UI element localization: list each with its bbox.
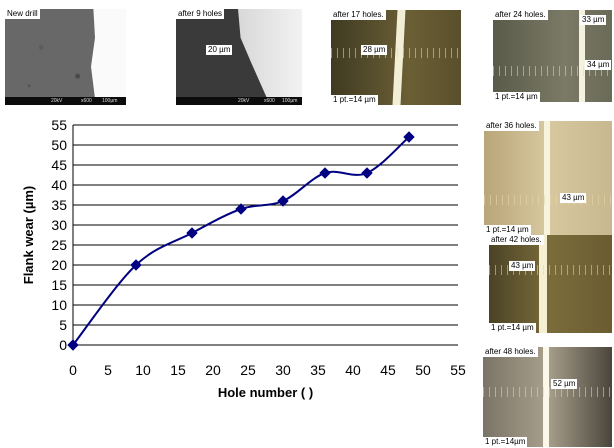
drill-edge — [579, 10, 585, 102]
x-tick-label: 20 — [205, 362, 221, 378]
y-tick-label: 30 — [51, 217, 67, 233]
y-tick-label: 25 — [51, 237, 67, 253]
wear-measurement-1: 33 µm — [580, 15, 607, 25]
series-layer — [67, 131, 415, 351]
y-axis-label: Flank wear (µm) — [21, 186, 36, 285]
axes — [72, 125, 458, 346]
drill-edge — [238, 9, 302, 105]
x-tick-label: 35 — [310, 362, 326, 378]
x-tick-label: 30 — [275, 362, 291, 378]
measurement-ruler — [489, 265, 612, 275]
wear-measurement: 28 µm — [361, 45, 388, 55]
x-tick-label: 0 — [69, 362, 77, 378]
micrograph-caption: after 48 holes. — [483, 347, 538, 357]
drill-edge — [543, 347, 549, 447]
series-line — [72, 136, 410, 346]
micrograph-42-holes: after 42 holes. 43 µm 1 pt.=14 µm — [489, 235, 612, 333]
x-tick-label: 15 — [170, 362, 186, 378]
measurement-ruler — [484, 195, 612, 205]
grid-lines — [73, 124, 458, 326]
x-axis-label: Hole number ( ) — [218, 385, 313, 400]
wear-measurement: 43 µm — [509, 261, 536, 271]
sem-kv: 20kV — [51, 98, 63, 104]
y-tick-label: 45 — [51, 157, 67, 173]
scale-note: 1 pt.=14 µm — [331, 95, 378, 105]
scale-note: 1 pt.=14 µm — [493, 92, 540, 102]
data-point — [319, 167, 331, 179]
data-point — [235, 203, 247, 215]
x-tick-label: 5 — [104, 362, 112, 378]
data-point — [186, 227, 198, 239]
flank-wear-chart: 0 5 10 15 20 25 30 35 40 45 50 55 0 5 10 15 20 25 30 35 40 45… — [21, 117, 466, 400]
data-point — [361, 167, 373, 179]
scale-note: 1 pt.=14µm — [483, 437, 528, 447]
data-point — [130, 259, 142, 271]
y-tick-label: 40 — [51, 177, 67, 193]
micrograph-48-holes: after 48 holes. 52 µm 1 pt.=14µm — [483, 347, 612, 447]
sem-mag: x600 — [264, 98, 275, 104]
y-tick-label: 0 — [59, 337, 67, 353]
wear-measurement: 20 µm — [206, 45, 233, 55]
drill-edge — [544, 121, 550, 235]
micrograph-caption: after 24 holes. — [493, 10, 548, 20]
micrograph-caption: after 36 holes. — [484, 121, 539, 131]
x-tick-label: 45 — [380, 362, 396, 378]
tick-labels: 0 5 10 15 20 25 30 35 40 45 50 55 0 5 10 15 20 25 30 35 40 45… — [51, 117, 466, 378]
measurement-ruler — [483, 387, 612, 397]
sem-scale: 100µm — [282, 98, 298, 104]
sem-scale: 100µm — [102, 98, 118, 104]
wear-measurement: 52 µm — [551, 379, 578, 389]
data-point — [277, 195, 289, 207]
y-tick-label: 5 — [59, 317, 67, 333]
wear-measurement: 43 µm — [560, 193, 587, 203]
micrograph-caption: New drill — [5, 9, 40, 19]
y-tick-label: 35 — [51, 197, 67, 213]
y-tick-label: 55 — [51, 117, 67, 133]
micrograph-caption: after 42 holes. — [489, 235, 544, 245]
scale-note: 1 pt.=14 µm — [489, 323, 536, 333]
measurement-ruler — [331, 48, 461, 58]
x-tick-label: 10 — [135, 362, 151, 378]
drill-edge — [91, 9, 126, 105]
sem-scale-bar: 20kV x600 100µm — [5, 97, 126, 105]
data-point — [403, 131, 415, 143]
sem-kv: 20kV — [238, 98, 250, 104]
x-tick-label: 40 — [345, 362, 361, 378]
sem-scale-bar: 20kV x600 100µm — [176, 97, 302, 105]
drill-edge — [539, 235, 547, 333]
micrograph-17-holes: after 17 holes. 28 µm 1 pt.=14 µm — [331, 10, 461, 105]
micrograph-caption: after 9 holes — [176, 9, 225, 19]
scale-note: 1 pt.=14 µm — [484, 225, 531, 235]
y-tick-label: 20 — [51, 257, 67, 273]
x-tick-label: 55 — [450, 362, 466, 378]
measurement-ruler — [493, 66, 612, 76]
data-point — [67, 339, 79, 351]
y-tick-label: 15 — [51, 277, 67, 293]
y-tick-label: 10 — [51, 297, 67, 313]
micrograph-caption: after 17 holes. — [331, 10, 386, 20]
micrograph-24-holes: after 24 holes. 33 µm 34 µm 1 pt.=14 µm — [493, 10, 612, 102]
y-tick-label: 50 — [51, 137, 67, 153]
sem-mag: x600 — [81, 98, 92, 104]
micrograph-36-holes: after 36 holes. 43 µm 1 pt.=14 µm — [484, 121, 612, 235]
x-tick-label: 25 — [240, 362, 256, 378]
micrograph-new-drill: New drill 20kV x600 100µm — [5, 9, 126, 105]
wear-measurement-2: 34 µm — [585, 60, 612, 70]
micrograph-9-holes: after 9 holes 20 µm 20kV x600 100µm — [176, 9, 302, 105]
x-tick-label: 50 — [415, 362, 431, 378]
